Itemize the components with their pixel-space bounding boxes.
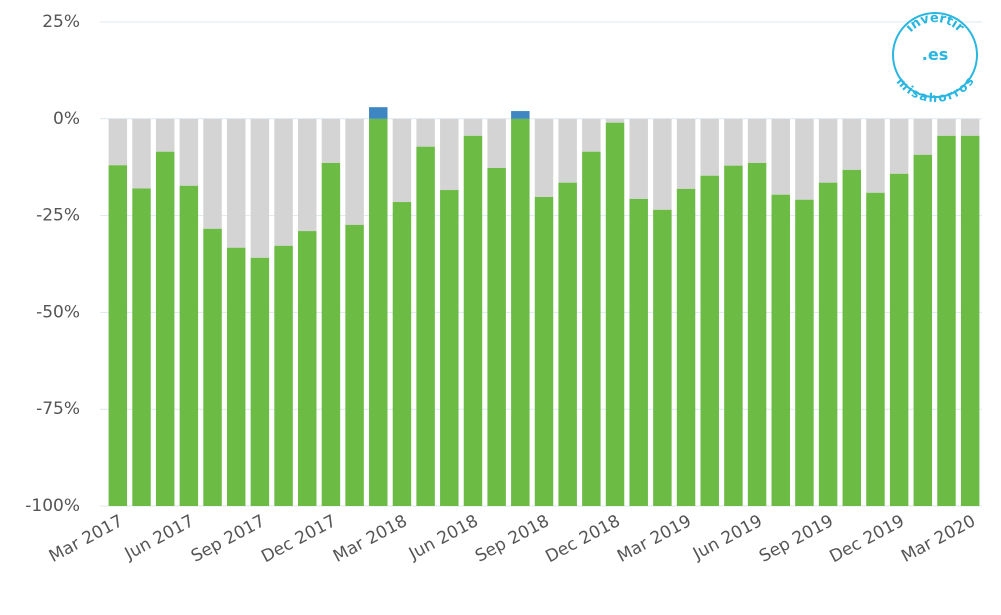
bar (818, 182, 838, 507)
bar (842, 169, 862, 506)
y-tick-label: -100% (25, 496, 80, 516)
bar-remainder (724, 118, 743, 166)
bar (132, 188, 151, 506)
y-tick-label: -75% (36, 399, 80, 419)
bar-remainder (179, 118, 199, 186)
bar (298, 231, 317, 506)
bar (369, 118, 388, 507)
bar-remainder (653, 118, 672, 210)
bar-remainder (298, 118, 317, 232)
bar (629, 198, 648, 507)
bar (226, 247, 246, 506)
bar (345, 224, 364, 506)
bar (795, 199, 814, 506)
bar (416, 146, 435, 506)
y-tick-label: -25% (36, 206, 80, 226)
bar (203, 228, 222, 506)
bar-remainder (440, 118, 459, 191)
bar (960, 135, 980, 507)
bar-remainder (889, 118, 909, 174)
bar (700, 175, 719, 507)
bar-remainder (132, 118, 151, 189)
bar (179, 185, 199, 507)
bar (937, 135, 956, 507)
watermark-center: .es (922, 45, 948, 64)
bar-remainder (534, 118, 554, 198)
bar-remainder (771, 118, 790, 195)
bar-remainder (866, 118, 885, 193)
x-tick-label: Dec 2019 (826, 511, 907, 567)
bar-remainder (226, 118, 246, 248)
bar-remainder (250, 118, 270, 258)
bar-remainder (487, 118, 506, 168)
bar (605, 122, 625, 506)
x-tick-label: Dec 2017 (258, 511, 339, 567)
y-tick-label: -50% (36, 302, 80, 322)
x-tick-label: Sep 2017 (188, 511, 269, 567)
x-tick-label: Dec 2018 (542, 511, 623, 567)
bar (534, 197, 554, 506)
bar (653, 209, 672, 507)
bar-remainder (274, 118, 293, 246)
bar-remainder (913, 118, 933, 155)
x-tick-label: Mar 2017 (46, 511, 127, 567)
bar-positive (511, 111, 530, 119)
bar (676, 188, 696, 507)
y-tick-label: 0% (53, 109, 80, 129)
watermark: invertir .es misahorros (892, 11, 978, 105)
x-tick-label: Mar 2020 (898, 511, 979, 567)
bar (440, 190, 459, 506)
bar (321, 162, 341, 506)
bar (582, 151, 601, 506)
x-tick-label: Jun 2017 (121, 511, 198, 564)
bar (889, 173, 909, 506)
bar (771, 194, 790, 506)
bar-remainder (463, 118, 483, 136)
bar (558, 182, 577, 507)
bar-remainder (818, 118, 838, 183)
bar (155, 151, 175, 506)
bar (392, 202, 412, 506)
bar-remainder (747, 118, 767, 163)
bar-remainder (676, 118, 696, 189)
bar-remainder (937, 118, 956, 136)
bar-remainder (155, 118, 175, 152)
bar (487, 167, 506, 506)
bar (747, 162, 767, 506)
x-tick-label: Sep 2019 (756, 511, 837, 567)
bar-remainder (629, 118, 648, 199)
bar-remainder (108, 118, 128, 166)
bar-remainder (416, 118, 435, 147)
watermark-ring (892, 12, 978, 98)
bar (913, 154, 933, 506)
bar-remainder (345, 118, 364, 225)
bar-remainder (605, 118, 625, 123)
bar-remainder (321, 118, 341, 163)
bar-remainder (203, 118, 222, 229)
bar (511, 118, 530, 507)
bar (250, 257, 270, 506)
bar-remainder (842, 118, 862, 170)
bar-remainder (700, 118, 719, 176)
x-tick-label: Jun 2018 (405, 511, 482, 564)
bar-remainder (558, 118, 577, 183)
x-tick-label: Mar 2019 (614, 511, 695, 567)
bar-remainder (582, 118, 601, 152)
y-tick-label: 25% (42, 12, 80, 32)
bar-remainder (392, 118, 412, 203)
x-tick-label: Mar 2018 (330, 511, 411, 567)
bar (866, 192, 885, 507)
x-tick-label: Jun 2019 (689, 511, 766, 564)
bar (724, 165, 743, 507)
bar (463, 135, 483, 507)
bar-positive (369, 107, 388, 119)
bar-remainder (795, 118, 814, 200)
bar-remainder (960, 118, 980, 136)
bar (274, 245, 293, 506)
bar (108, 165, 128, 506)
x-tick-label: Sep 2018 (472, 511, 553, 567)
